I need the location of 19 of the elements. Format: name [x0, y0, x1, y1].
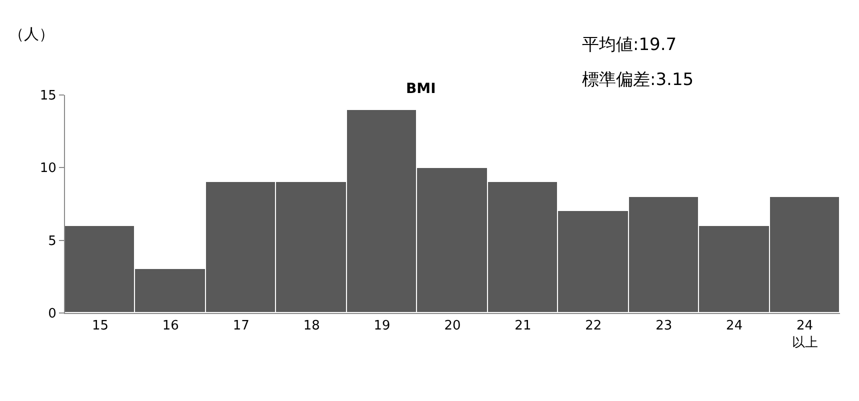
x-tick-label: 24	[726, 318, 743, 334]
y-tick-label: 10	[40, 161, 56, 176]
x-tick-label: 20	[444, 318, 461, 334]
y-tick-label: 0	[48, 306, 56, 322]
x-tick-label: 22	[585, 318, 602, 334]
y-axis-title: （人）	[9, 25, 54, 43]
text: 標準偏差:3.15	[582, 70, 694, 90]
x-tick-label: 15	[92, 318, 109, 334]
chart-title: BMI	[406, 81, 436, 98]
x-tick-label: 16	[162, 318, 179, 334]
y-tick-label: 15	[40, 88, 56, 104]
x-tick-label: 18	[303, 318, 320, 334]
x-tick-label: 24 以上	[792, 318, 818, 350]
x-tick-label: 23	[656, 318, 672, 334]
text: 平均値:19.7	[582, 35, 677, 55]
x-tick-label: 21	[514, 318, 532, 334]
x-tick-label: 17	[232, 318, 250, 334]
y-tick-label: 5	[48, 234, 56, 249]
x-tick-label: 19	[374, 318, 390, 334]
